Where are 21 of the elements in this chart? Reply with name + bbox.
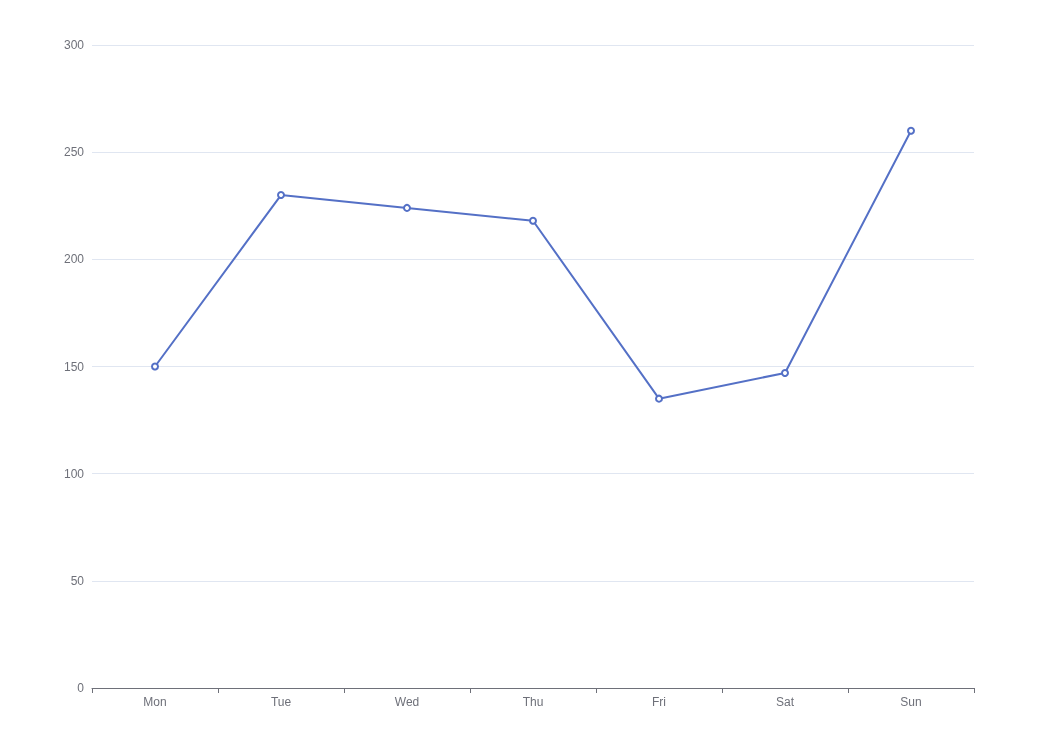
x-tick-label: Mon bbox=[143, 695, 167, 709]
point bbox=[151, 362, 159, 371]
x-tick-label: Sat bbox=[775, 695, 795, 709]
y-tick-label: 250 bbox=[63, 145, 85, 160]
y-tick-label: 200 bbox=[63, 252, 85, 267]
x-tick-label: Sun bbox=[900, 695, 922, 709]
y-tick-label: 150 bbox=[63, 359, 85, 374]
y-tick-label: 300 bbox=[63, 38, 85, 52]
x-tick-label: Wed bbox=[394, 695, 420, 709]
point bbox=[907, 126, 915, 135]
point bbox=[781, 368, 789, 377]
x-tick-label: Fri bbox=[652, 695, 666, 709]
x-tick-label: Tue bbox=[270, 695, 292, 709]
x-tick-label: Thu bbox=[522, 695, 544, 709]
point bbox=[277, 191, 285, 200]
point bbox=[529, 216, 537, 225]
point bbox=[655, 394, 663, 403]
y-tick-label: 100 bbox=[63, 466, 85, 481]
point bbox=[403, 203, 411, 212]
y-tick-label: 0 bbox=[77, 681, 85, 695]
y-tick-label: 50 bbox=[70, 573, 85, 588]
